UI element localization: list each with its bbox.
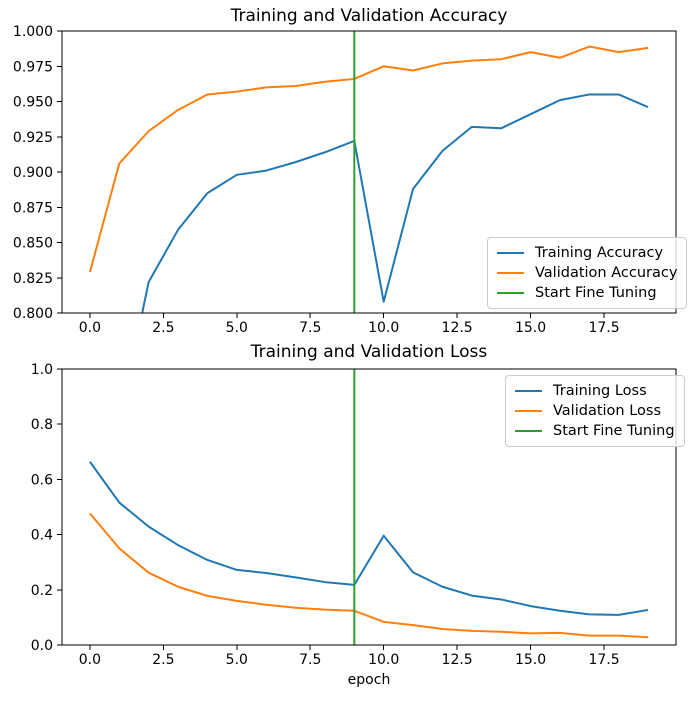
y-tick-label: 0.8 — [31, 417, 53, 433]
y-tick-label: 0.6 — [31, 472, 53, 488]
legend-label: Training Loss — [553, 383, 647, 399]
y-tick-label: 1.0 — [31, 362, 53, 378]
legend-line-swatch — [497, 291, 524, 295]
x-tick-label: 5.0 — [226, 652, 248, 668]
legend-line-swatch — [515, 409, 542, 413]
x-tick-label: 7.5 — [299, 320, 321, 336]
legend-label: Validation Loss — [553, 403, 662, 419]
x-axis-label: epoch — [347, 672, 391, 688]
x-tick-label: 12.5 — [442, 652, 473, 668]
legend-item-start-fine-tuning: Start Fine Tuning — [515, 421, 675, 441]
legend-item-validation-loss: Validation Loss — [515, 401, 675, 421]
y-tick-label: 0.825 — [13, 271, 53, 287]
legend-line-swatch — [497, 251, 524, 255]
y-tick-label: 0.875 — [13, 200, 53, 216]
x-tick-label: 5.0 — [226, 320, 248, 336]
y-tick-label: 0.4 — [31, 528, 53, 544]
x-tick-label: 12.5 — [442, 320, 473, 336]
accuracy-legend: Training Accuracy Validation Accuracy Star… — [487, 237, 688, 309]
x-tick-label: 17.5 — [588, 652, 619, 668]
x-tick-label: 15.0 — [515, 652, 546, 668]
x-tick-label: 7.5 — [299, 652, 321, 668]
y-tick-label: 0.850 — [13, 236, 53, 252]
validation-loss-line — [89, 512, 649, 639]
legend-item-start-fine-tuning: Start Fine Tuning — [497, 283, 677, 303]
x-tick-label: 10.0 — [368, 320, 399, 336]
training-accuracy-line — [141, 93, 649, 313]
x-tick-label: 0.0 — [79, 320, 101, 336]
legend-label: Start Fine Tuning — [535, 285, 657, 301]
y-tick-label: 1.000 — [13, 24, 53, 40]
legend-label: Training Accuracy — [535, 245, 664, 261]
legend-item-training-accuracy: Training Accuracy — [497, 243, 677, 263]
y-tick-label: 0.950 — [13, 95, 53, 111]
validation-accuracy-line — [88, 45, 649, 273]
x-tick-label: 0.0 — [79, 652, 101, 668]
accuracy-chart-title: Training and Validation Accuracy — [230, 6, 508, 26]
legend-label: Start Fine Tuning — [553, 423, 675, 439]
y-tick-label: 0.975 — [13, 59, 53, 75]
y-tick-label: 0.2 — [31, 583, 53, 599]
legend-line-swatch — [515, 429, 542, 433]
y-tick-label: 0.900 — [13, 165, 53, 181]
x-tick-label: 10.0 — [368, 652, 399, 668]
x-tick-label: 2.5 — [152, 320, 174, 336]
x-tick-label: 15.0 — [515, 320, 546, 336]
training-loss-line — [89, 461, 649, 616]
y-tick-label: 0.800 — [13, 306, 53, 322]
legend-item-validation-accuracy: Validation Accuracy — [497, 263, 677, 283]
loss-legend: Training Loss Validation Loss Start Fine T… — [505, 375, 685, 447]
axes-frame — [61, 30, 677, 314]
axes-frame — [61, 368, 677, 646]
x-tick-label: 2.5 — [152, 652, 174, 668]
y-tick-label: 0.0 — [31, 638, 53, 654]
legend-label: Validation Accuracy — [535, 265, 678, 281]
x-tick-label: 17.5 — [588, 320, 619, 336]
legend-line-swatch — [515, 389, 542, 393]
loss-chart-title: Training and Validation Loss — [250, 342, 488, 362]
y-tick-label: 0.925 — [13, 130, 53, 146]
legend-item-training-loss: Training Loss — [515, 381, 675, 401]
legend-line-swatch — [497, 271, 524, 275]
